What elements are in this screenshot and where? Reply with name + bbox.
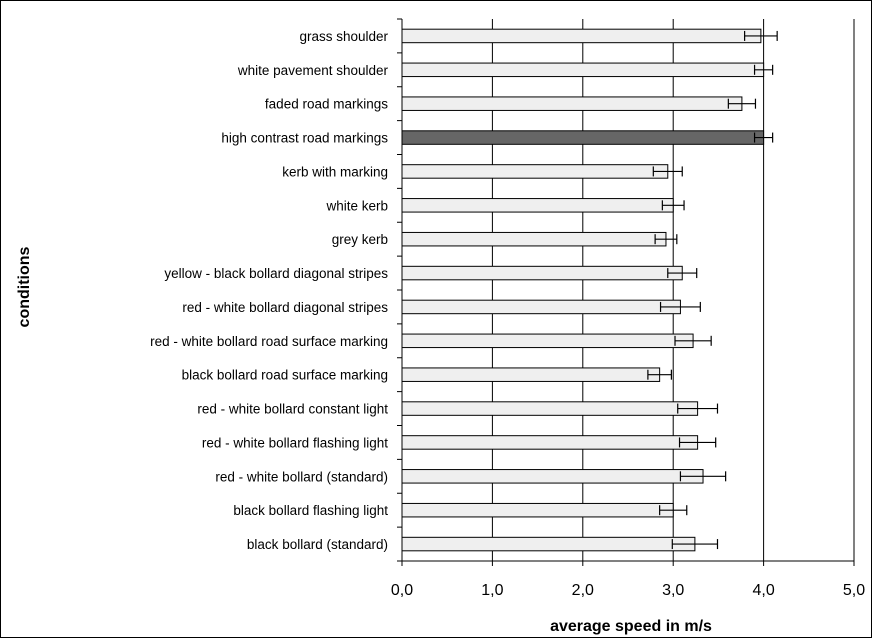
bar-15 bbox=[401, 536, 696, 552]
y-axis-title: conditions bbox=[16, 246, 33, 327]
bar-14 bbox=[401, 502, 674, 518]
category-label-2: faded road markings bbox=[265, 97, 388, 112]
x-tick-labels: 0,0 1,0 2,0 3,0 4,0 5,0 bbox=[391, 582, 865, 599]
axes bbox=[397, 18, 855, 566]
bar-4 bbox=[401, 164, 669, 179]
bar-0 bbox=[401, 28, 762, 44]
category-label-5: white kerb bbox=[325, 198, 388, 213]
x-tick-label-3: 3,0 bbox=[662, 582, 684, 599]
category-label-4: kerb with marking bbox=[282, 164, 388, 179]
category-label-12: red - white bollard flashing light bbox=[202, 435, 388, 450]
x-tick-label-4: 4,0 bbox=[752, 582, 774, 599]
category-label-8: red - white bollard diagonal stripes bbox=[182, 300, 388, 315]
bar-10 bbox=[401, 367, 661, 382]
bar-3 bbox=[401, 130, 765, 145]
bar-1 bbox=[401, 62, 765, 78]
category-labels: grass shoulder white pavement shoulder fad… bbox=[150, 29, 388, 552]
x-tick-label-2: 2,0 bbox=[572, 582, 594, 599]
bar-9 bbox=[401, 333, 694, 349]
bar-6 bbox=[401, 231, 667, 247]
bar-8 bbox=[401, 299, 681, 315]
category-label-6: grey kerb bbox=[332, 232, 388, 247]
x-axis-title: average speed in m/s bbox=[550, 618, 712, 635]
bar-12 bbox=[401, 435, 699, 450]
category-label-14: black bollard flashing light bbox=[233, 503, 388, 518]
category-label-0: grass shoulder bbox=[299, 29, 388, 44]
category-label-7: yellow - black bollard diagonal stripes bbox=[164, 266, 388, 281]
bar-5 bbox=[401, 198, 674, 213]
category-label-3: high contrast road markings bbox=[221, 131, 388, 146]
category-label-10: black bollard road surface marking bbox=[182, 368, 388, 383]
x-tick-label-1: 1,0 bbox=[481, 582, 503, 599]
category-label-1: white pavement shoulder bbox=[237, 63, 389, 78]
error-bars bbox=[647, 30, 778, 550]
bar-2 bbox=[401, 96, 743, 111]
bar-11 bbox=[401, 401, 699, 416]
x-tick-label-0: 0,0 bbox=[391, 582, 413, 599]
x-tick-label-5: 5,0 bbox=[843, 582, 865, 599]
bar-7 bbox=[401, 265, 683, 281]
category-label-11: red - white bollard constant light bbox=[197, 402, 388, 417]
category-label-13: red - white bollard (standard) bbox=[215, 469, 388, 484]
bar-13 bbox=[401, 469, 704, 484]
category-label-15: black bollard (standard) bbox=[247, 537, 388, 552]
bars bbox=[401, 28, 765, 552]
category-label-9: red - white bollard road surface marking bbox=[150, 334, 388, 349]
